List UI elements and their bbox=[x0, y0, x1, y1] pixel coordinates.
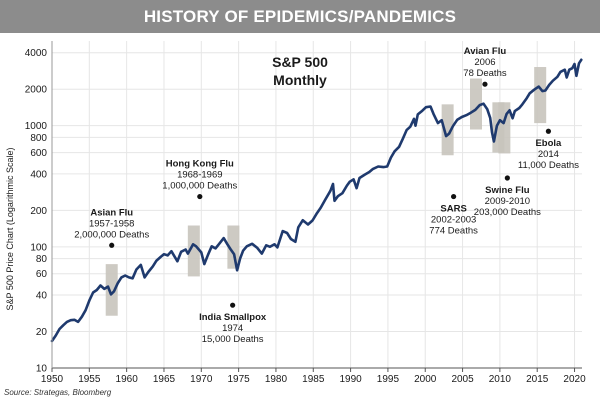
annotation-detail: 2009-2010 bbox=[485, 196, 530, 207]
y-tick-label: 40 bbox=[36, 291, 48, 302]
epidemic-bar bbox=[441, 104, 454, 156]
annotation-marker bbox=[545, 128, 552, 134]
annotation-detail: 774 Deaths bbox=[429, 226, 478, 237]
y-tick-label: 400 bbox=[30, 169, 47, 180]
y-tick-label: 100 bbox=[30, 242, 47, 253]
y-tick-label: 10 bbox=[36, 364, 48, 375]
x-tick-label: 1955 bbox=[78, 374, 101, 385]
annotation-detail: 15,000 Deaths bbox=[202, 334, 264, 345]
chart-area: 10 20 40 60 80 100 200 400 600 800 1000 2000 4000 195… bbox=[0, 33, 600, 388]
annotation-detail: 2,000,000 Deaths bbox=[74, 229, 149, 240]
annotation-marker bbox=[504, 175, 510, 181]
x-tick-label: 1970 bbox=[190, 374, 213, 385]
annotation-detail: 2014 bbox=[538, 149, 559, 160]
x-tick-label: 1980 bbox=[265, 374, 288, 385]
annotation-detail: 2002-2003 bbox=[431, 215, 476, 226]
price-line-layer bbox=[50, 58, 583, 343]
y-tick-label: 600 bbox=[30, 148, 47, 159]
source-note: Source: Strategas, Bloomberg bbox=[4, 388, 112, 397]
annotation-marker bbox=[451, 193, 457, 200]
y-axis-label: S&P 500 Price Chart (Logarithmic Scale) bbox=[5, 148, 15, 311]
annotation-title: India Smallpox bbox=[199, 312, 267, 323]
x-tick-label: 2005 bbox=[451, 374, 474, 385]
x-tick-label: 1975 bbox=[227, 374, 250, 385]
x-tick-label: 1995 bbox=[377, 374, 400, 385]
x-tick-label: 1960 bbox=[116, 374, 139, 385]
x-tick-label: 2000 bbox=[414, 374, 437, 385]
x-tick-label: 1990 bbox=[339, 374, 362, 385]
annotation-detail: 203,000 Deaths bbox=[474, 207, 541, 218]
x-tick-label: 1950 bbox=[41, 374, 64, 385]
annotation-detail: 1957-1958 bbox=[89, 218, 134, 229]
annotation-marker bbox=[109, 242, 115, 248]
epidemic-bar bbox=[105, 264, 118, 316]
epidemic-bar bbox=[187, 225, 200, 277]
epidemic-bar bbox=[227, 225, 240, 269]
y-tick-label: 60 bbox=[36, 269, 48, 280]
sp500-price-line bbox=[50, 58, 583, 343]
epidemic-bar bbox=[470, 78, 482, 130]
x-tick-label: 2010 bbox=[489, 374, 512, 385]
annotation-marker bbox=[482, 81, 488, 87]
annotation-detail: 1974 bbox=[222, 323, 243, 334]
chart-subtitle: Monthly bbox=[273, 72, 327, 88]
annotation-title: Ebola bbox=[535, 138, 562, 149]
y-tick-label: 2000 bbox=[25, 85, 48, 96]
annotation-detail: 78 Deaths bbox=[463, 68, 507, 79]
chart-title-banner: HISTORY OF EPIDEMICS/PANDEMICS bbox=[0, 0, 600, 33]
annotation-marker bbox=[230, 302, 236, 308]
annotation-detail: 2006 bbox=[474, 57, 495, 68]
annotation-title: Asian Flu bbox=[90, 207, 133, 218]
chart-main-title: S&P 500 bbox=[272, 54, 328, 70]
y-tick-label: 800 bbox=[30, 133, 47, 144]
x-tick-label: 1965 bbox=[153, 374, 176, 385]
y-tick-label: 1000 bbox=[25, 121, 48, 132]
annotation-title: Avian Flu bbox=[464, 46, 507, 57]
x-tick-label: 1985 bbox=[302, 374, 325, 385]
annotation-title: Hong Kong Flu bbox=[166, 159, 234, 170]
annotation-marker bbox=[197, 193, 203, 200]
epidemic-bar bbox=[534, 67, 547, 124]
x-tick-label: 2020 bbox=[563, 374, 586, 385]
annotation-detail: 11,000 Deaths bbox=[518, 160, 579, 171]
annotation-detail: 1968-1969 bbox=[177, 170, 222, 181]
x-tick-label: 2015 bbox=[526, 374, 549, 385]
y-tick-label: 80 bbox=[36, 254, 48, 265]
annotation-detail: 1,000,000 Deaths bbox=[162, 181, 237, 192]
y-tick-label: 200 bbox=[30, 206, 47, 217]
y-tick-label: 4000 bbox=[25, 48, 48, 59]
y-tick-label: 20 bbox=[36, 327, 48, 338]
annotation-title: SARS bbox=[440, 204, 466, 215]
annotation-title: Swine Flu bbox=[485, 185, 530, 196]
